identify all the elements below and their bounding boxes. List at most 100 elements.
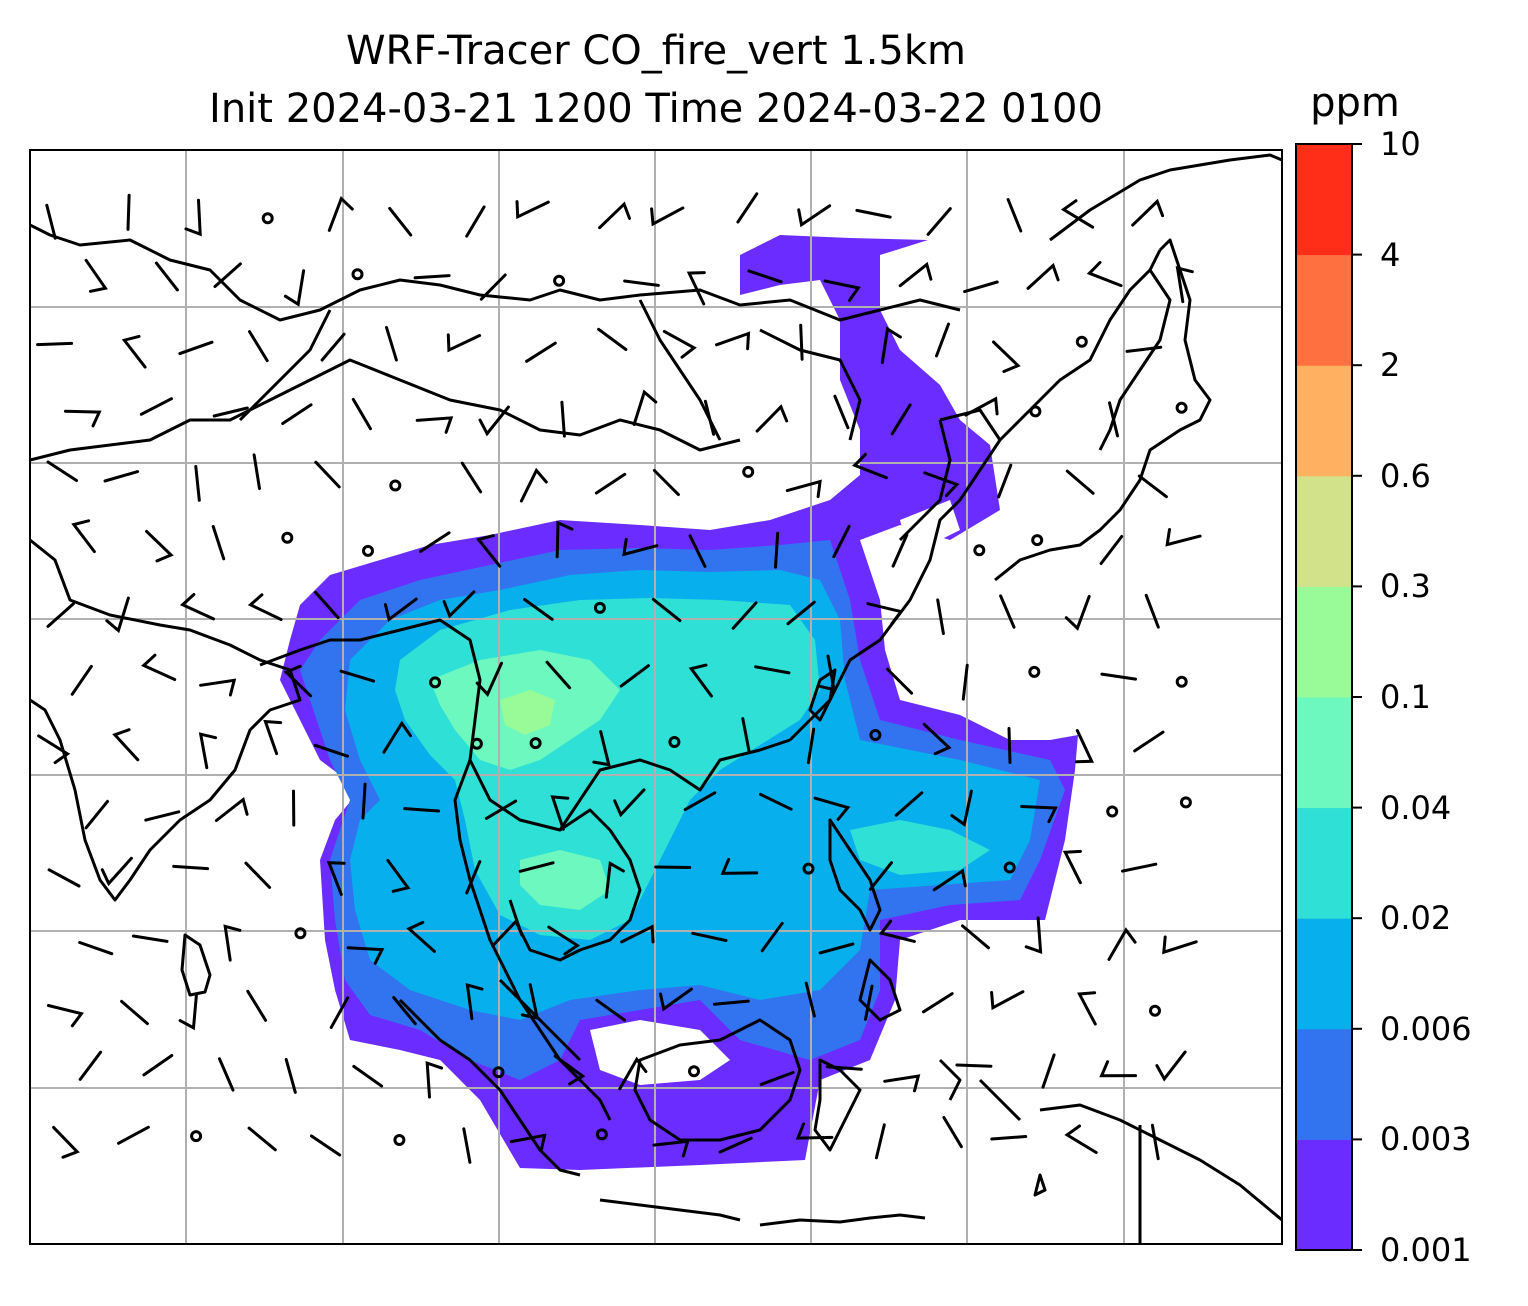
- coastline-borneo: [633, 1018, 802, 1142]
- wind-barb: [720, 857, 759, 875]
- wind-barb: [37, 734, 71, 765]
- wind-barb: [361, 782, 367, 820]
- wind-barb: [218, 1057, 235, 1092]
- wind-barb: [415, 416, 454, 434]
- wind-barb: [525, 341, 557, 363]
- wind-barb: [990, 1135, 1028, 1141]
- wind-barb: [141, 653, 177, 681]
- wind-barb: [78, 1050, 103, 1081]
- wind-barb: [1077, 991, 1097, 1026]
- wind-barb: [942, 1116, 963, 1149]
- wind-barb: [868, 861, 893, 891]
- wind-barb: [213, 262, 242, 288]
- wind-barb: [198, 732, 218, 770]
- wind-barb: [1065, 469, 1095, 495]
- wind-barb: [247, 593, 283, 621]
- wind-barb: [1137, 474, 1168, 499]
- wind-barb: [247, 1126, 277, 1152]
- colorbar-tick-label: 0.02: [1380, 899, 1452, 938]
- wind-barb: [604, 860, 625, 899]
- wind-barb: [479, 273, 507, 301]
- wind-barb: [894, 791, 924, 817]
- wind-barb: [246, 989, 268, 1022]
- wind-barb: [759, 1071, 795, 1086]
- wind-barb: [618, 1056, 648, 1091]
- wind-barb: [785, 479, 822, 499]
- colorbar-tick-label: 0.04: [1380, 788, 1452, 827]
- wind-barb: [403, 807, 441, 813]
- coastline-maluku: [938, 1058, 1047, 1197]
- wind-barb: [144, 810, 181, 822]
- wind-calm-circle: [492, 1066, 505, 1079]
- wind-barb: [813, 796, 851, 821]
- wind-barb: [385, 326, 398, 362]
- wind-calm-circle: [1149, 1004, 1161, 1017]
- wind-barb: [736, 192, 759, 224]
- wind-barb: [688, 534, 707, 568]
- wind-barb: [419, 531, 451, 553]
- colorbar-tick-label: 0.3: [1380, 567, 1431, 606]
- colorbar-unit-label: ppm: [1310, 80, 1400, 126]
- wind-barb: [963, 280, 999, 294]
- colorbar-segment: [1296, 475, 1352, 587]
- wind-barb: [392, 996, 417, 1026]
- wind-barb: [1165, 528, 1202, 547]
- wind-barb: [194, 465, 201, 502]
- wind-barb: [462, 1127, 472, 1164]
- wind-calm-circle: [1028, 665, 1041, 678]
- wind-barb: [961, 924, 990, 950]
- wind-barb: [475, 661, 503, 697]
- wind-barb: [632, 389, 658, 426]
- wind-barb: [476, 534, 502, 568]
- wind-barb: [117, 1125, 150, 1145]
- wind-barb: [172, 864, 210, 871]
- wind-barb: [120, 999, 149, 1026]
- wind-barb: [806, 727, 816, 765]
- wind-barb: [817, 654, 836, 692]
- wind-barb: [52, 1125, 80, 1159]
- wind-barb: [465, 982, 484, 1021]
- map-frame: [29, 149, 1283, 1245]
- wind-barb: [683, 791, 717, 812]
- wind-barb: [326, 861, 346, 896]
- wind-calm-circle: [1179, 796, 1192, 809]
- wind-calm-circle: [973, 544, 986, 557]
- shade-gap-2: [350, 1040, 460, 1090]
- wind-barb: [313, 743, 349, 758]
- wind-barbs: [36, 192, 1202, 1164]
- wind-barb: [1060, 199, 1095, 229]
- wind-barb: [1107, 927, 1137, 961]
- wind-barb: [478, 405, 510, 437]
- wind-barb: [329, 996, 350, 1029]
- colorbar-tick-label: 0.1: [1380, 678, 1431, 716]
- wind-calm-circle: [389, 479, 402, 492]
- wind-barb: [283, 269, 306, 307]
- wind-barb: [1006, 198, 1023, 233]
- wind-calm-circle: [294, 927, 307, 940]
- wind-barb: [112, 728, 140, 762]
- colorbar-tick-label: 4: [1380, 235, 1401, 274]
- wind-barb: [351, 397, 372, 431]
- wind-barb: [100, 856, 133, 887]
- wind-barb: [553, 1054, 586, 1086]
- wind-barb: [465, 860, 482, 895]
- coastline-indochina-inner: [453, 759, 582, 1062]
- colorbar-tick-label: 0.6: [1380, 456, 1431, 495]
- border-china-interior: [238, 299, 862, 441]
- wind-barb: [999, 594, 1016, 629]
- wind-calm-circle: [261, 212, 274, 225]
- wind-barb: [413, 274, 451, 280]
- wind-barb: [509, 1133, 547, 1152]
- map-title-line2: Init 2024-03-21 1200 Time 2024-03-22 010…: [209, 86, 1103, 132]
- wind-barb: [932, 868, 967, 892]
- wind-barb: [613, 788, 646, 818]
- wind-barb: [179, 593, 215, 621]
- wind-calm-circle: [190, 1130, 203, 1143]
- wind-barb: [519, 467, 548, 503]
- wind-barb: [1024, 916, 1043, 954]
- shade-level-6: [500, 690, 555, 735]
- wind-barb: [883, 1074, 921, 1093]
- wind-barb: [797, 204, 832, 228]
- coastlines: [30, 153, 1282, 1244]
- wind-barb: [283, 664, 313, 698]
